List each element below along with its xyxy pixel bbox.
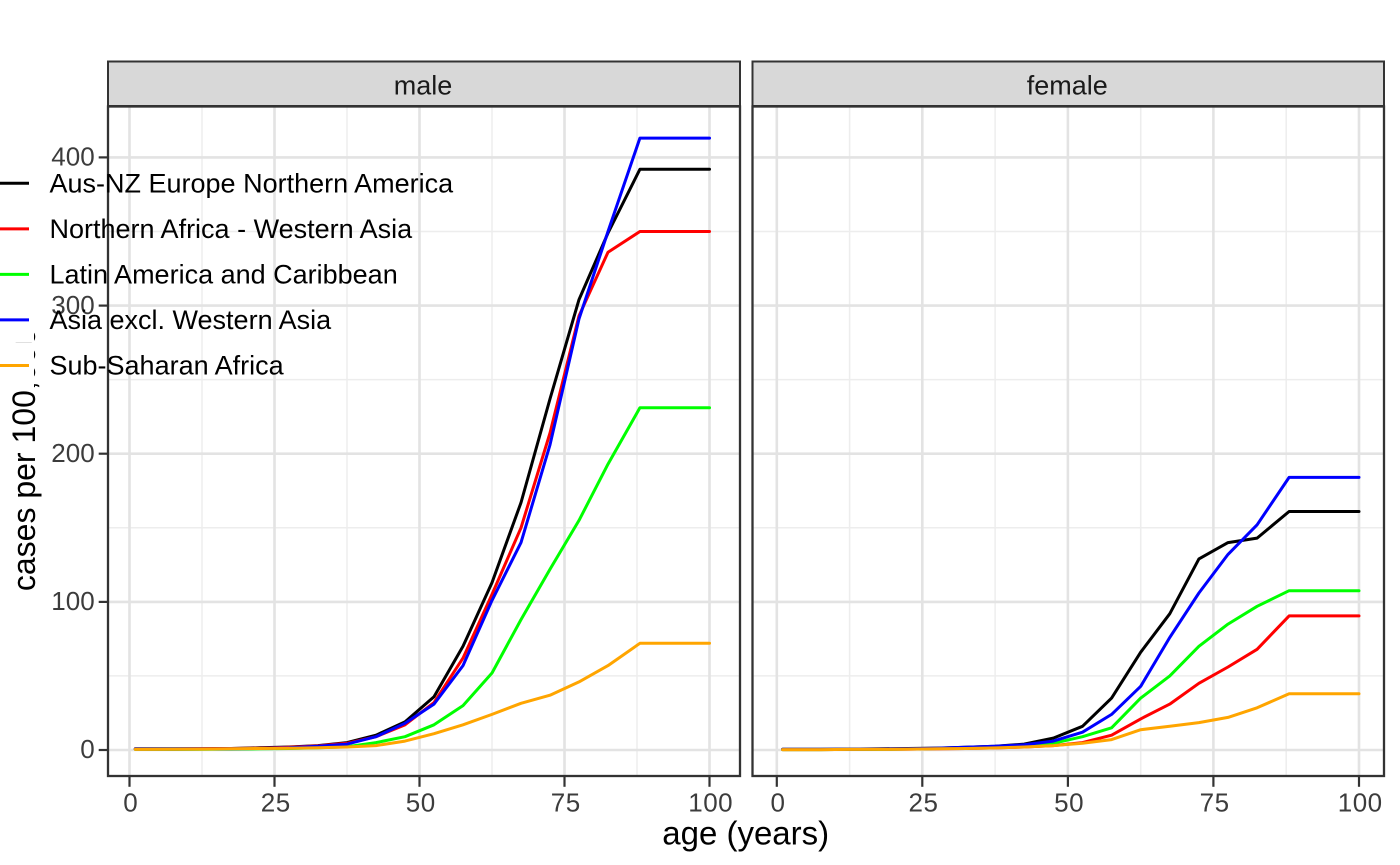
svg-text:female: female	[1027, 71, 1108, 101]
svg-text:0: 0	[771, 787, 786, 817]
svg-text:75: 75	[551, 787, 581, 817]
svg-text:Northern Africa - Western Asia: Northern Africa - Western Asia	[50, 214, 414, 244]
svg-text:0: 0	[123, 787, 138, 817]
svg-text:75: 75	[1200, 787, 1230, 817]
svg-text:age (years): age (years)	[662, 815, 829, 852]
svg-text:100: 100	[51, 586, 94, 616]
svg-text:0: 0	[80, 734, 94, 764]
svg-text:100: 100	[1338, 787, 1383, 817]
svg-text:200: 200	[51, 438, 94, 468]
svg-text:Asia excl. Western Asia: Asia excl. Western Asia	[50, 305, 333, 335]
svg-text:300: 300	[51, 290, 94, 320]
svg-text:male: male	[394, 71, 453, 101]
svg-text:100: 100	[688, 787, 733, 817]
svg-text:Latin America and Caribbean: Latin America and Caribbean	[50, 260, 398, 290]
svg-text:25: 25	[909, 787, 939, 817]
svg-text:Sub-Saharan Africa: Sub-Saharan Africa	[50, 351, 285, 381]
svg-text:Aus-NZ Europe Northern America: Aus-NZ Europe Northern America	[50, 169, 455, 199]
svg-text:400: 400	[51, 142, 94, 172]
svg-text:50: 50	[406, 787, 436, 817]
svg-text:50: 50	[1054, 787, 1084, 817]
svg-text:25: 25	[261, 787, 291, 817]
